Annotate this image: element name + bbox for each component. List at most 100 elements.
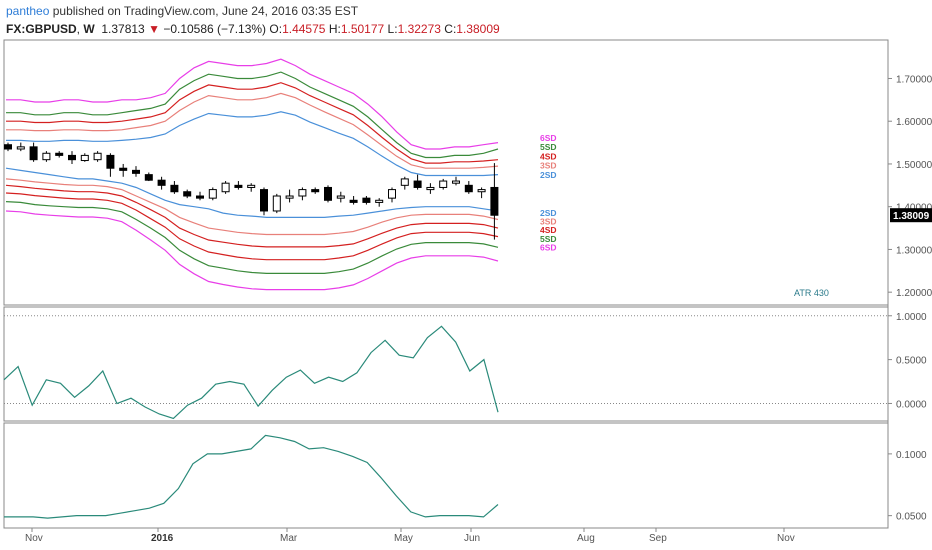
interval[interactable]: W bbox=[83, 22, 95, 36]
osc-tick-label: 0.0000 bbox=[896, 399, 927, 410]
osc-line bbox=[3, 325, 499, 420]
candle bbox=[336, 191, 345, 203]
candle-body bbox=[183, 191, 192, 197]
candle-body bbox=[452, 180, 460, 184]
candle bbox=[362, 196, 371, 205]
candle-body bbox=[93, 152, 102, 161]
down-arrow-icon: ▼ bbox=[148, 22, 160, 36]
candle bbox=[490, 163, 499, 240]
candle bbox=[272, 193, 281, 214]
candle bbox=[144, 172, 153, 182]
candle-body bbox=[208, 189, 217, 199]
candle bbox=[464, 181, 473, 194]
upper-band-label: 6SD bbox=[540, 133, 557, 143]
candle bbox=[55, 151, 64, 158]
band-upper2 bbox=[6, 111, 499, 177]
band-lower6 bbox=[5, 210, 499, 291]
candle bbox=[260, 187, 268, 216]
candle bbox=[208, 187, 217, 201]
candle-body bbox=[16, 146, 25, 150]
candle-body bbox=[362, 197, 371, 203]
band-lower3 bbox=[5, 184, 499, 248]
close-label: C: bbox=[444, 22, 457, 36]
candle-body bbox=[42, 152, 51, 161]
candle bbox=[16, 142, 25, 152]
lower-band-label: 5SD bbox=[540, 234, 557, 244]
osc-tick-label: 1.0000 bbox=[896, 312, 927, 323]
candle bbox=[119, 163, 128, 177]
price-tick-label: 1.70000 bbox=[896, 74, 932, 85]
candle-body bbox=[196, 195, 204, 199]
time-tick-label: Jun bbox=[464, 533, 480, 544]
candle-body bbox=[4, 144, 12, 150]
candle-body bbox=[157, 179, 166, 186]
time-tick-label: Nov bbox=[25, 533, 43, 544]
last-price-badge bbox=[890, 208, 932, 223]
high-label: H: bbox=[328, 22, 341, 36]
band-lower5 bbox=[5, 201, 499, 274]
candle-body bbox=[234, 184, 243, 188]
band-lower2 bbox=[5, 178, 499, 236]
candle-body bbox=[247, 184, 256, 188]
candle-body bbox=[311, 189, 320, 193]
candle bbox=[42, 151, 51, 162]
candle-body bbox=[375, 199, 384, 203]
band-upper3 bbox=[6, 92, 499, 169]
candle bbox=[311, 187, 320, 194]
time-tick-label: Aug bbox=[577, 533, 595, 544]
band-lower4 bbox=[5, 192, 499, 261]
candle-body bbox=[260, 189, 268, 212]
candle-body bbox=[68, 154, 76, 161]
candle-body bbox=[336, 195, 345, 199]
band-upper6 bbox=[6, 58, 499, 150]
candle-body bbox=[324, 186, 332, 201]
candle-body bbox=[55, 152, 64, 156]
price-tick-label: 1.60000 bbox=[896, 117, 932, 128]
price-tick-label: 1.30000 bbox=[896, 245, 932, 256]
time-tick-label: Sep bbox=[649, 533, 667, 544]
candle-body bbox=[29, 146, 38, 161]
candle bbox=[375, 198, 384, 207]
open-value: 1.44575 bbox=[282, 22, 326, 36]
candle bbox=[298, 187, 307, 201]
lower-band-label: 6SD bbox=[540, 242, 557, 252]
candle bbox=[452, 176, 460, 186]
candle-body bbox=[413, 180, 422, 188]
candle bbox=[170, 181, 179, 194]
candle bbox=[388, 187, 396, 203]
high-value: 1.50177 bbox=[340, 22, 385, 36]
candle bbox=[426, 183, 435, 194]
candle bbox=[80, 153, 89, 162]
candle-body bbox=[426, 186, 435, 191]
candle bbox=[247, 183, 256, 192]
candle bbox=[285, 189, 294, 203]
upper-band-label: 4SD bbox=[540, 151, 557, 161]
candle-body bbox=[119, 167, 128, 171]
candle-body bbox=[490, 186, 499, 216]
open-label: O: bbox=[269, 22, 283, 36]
candle-body bbox=[400, 178, 409, 186]
atr-tick-label: 0.0500 bbox=[896, 512, 927, 523]
lower-band-label: 3SD bbox=[540, 217, 557, 227]
price-change: −0.10586 (−7.13%) bbox=[163, 22, 267, 36]
candle bbox=[324, 185, 332, 203]
close-value: 1.38009 bbox=[456, 22, 500, 36]
candle bbox=[477, 187, 486, 199]
band-upper5 bbox=[6, 71, 499, 159]
symbol-info: FX:GBPUSD, W 1.37813 ▼ −0.10586 (−7.13%)… bbox=[6, 22, 500, 36]
low-value: 1.32273 bbox=[397, 22, 441, 36]
upper-band-label: 2SD bbox=[540, 170, 557, 180]
atr-tick-label: 0.1000 bbox=[896, 450, 927, 461]
candle-body bbox=[221, 182, 230, 193]
pane-3-border bbox=[3, 422, 889, 529]
low-label: L: bbox=[387, 22, 398, 36]
candle bbox=[68, 151, 76, 164]
candle bbox=[221, 181, 230, 194]
candle bbox=[439, 178, 448, 190]
candle bbox=[400, 176, 409, 190]
publisher-link[interactable]: pantheo bbox=[6, 4, 50, 18]
candle-body bbox=[464, 184, 473, 193]
time-tick-label: Nov bbox=[777, 533, 795, 544]
symbol-name[interactable]: FX:GBPUSD bbox=[6, 22, 77, 36]
